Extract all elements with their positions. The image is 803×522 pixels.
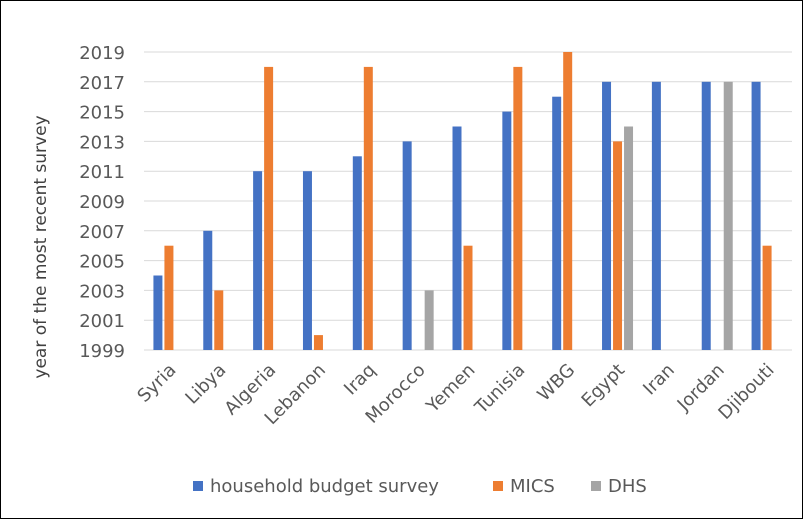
- bar-household-budget-survey-iraq: [352, 156, 362, 350]
- legend-swatch: [591, 481, 601, 491]
- bar-household-budget-survey-jordan: [701, 81, 711, 351]
- bar-household-budget-survey-tunisia: [502, 111, 512, 350]
- x-tick-label: WBG: [533, 360, 579, 406]
- y-tick-label: 2009: [79, 192, 125, 213]
- bar-household-budget-survey-algeria: [253, 171, 263, 350]
- legend-swatch: [193, 481, 203, 491]
- bar-household-budget-survey-yemen: [452, 126, 462, 350]
- gridlines: [144, 51, 792, 351]
- y-tick-label: 2001: [79, 311, 125, 332]
- legend: household budget survey MICS DHS: [193, 476, 647, 497]
- bar-mics-egypt: [613, 141, 623, 350]
- y-tick-label: 2007: [79, 222, 125, 243]
- x-tick-label: Egypt: [577, 360, 629, 412]
- x-tick-label: Iran: [639, 360, 679, 400]
- x-tick-label: Iraq: [340, 360, 380, 400]
- legend-label: DHS: [608, 476, 647, 497]
- y-tick-label: 2017: [79, 73, 125, 94]
- bar-household-budget-survey-morocco: [402, 141, 412, 350]
- x-tick-label: Djibouti: [714, 360, 778, 424]
- bars: [153, 52, 772, 351]
- y-tick-label: 2019: [79, 43, 125, 64]
- x-tick-label: Yemen: [422, 360, 480, 418]
- y-tick-label: 2015: [79, 103, 125, 124]
- bar-household-budget-survey-libya: [203, 230, 213, 350]
- legend-swatch: [493, 481, 503, 491]
- y-tick-label: 2003: [79, 281, 125, 302]
- bar-dhs-jordan: [723, 81, 733, 351]
- bar-household-budget-survey-lebanon: [302, 171, 312, 350]
- bar-household-budget-survey-syria: [153, 275, 163, 350]
- bar-mics-syria: [164, 245, 174, 350]
- bar-dhs-morocco: [424, 290, 434, 350]
- legend-label: MICS: [510, 476, 555, 497]
- bar-dhs-egypt: [624, 126, 634, 350]
- bar-mics-iraq: [363, 66, 373, 351]
- bar-mics-algeria: [264, 66, 274, 351]
- y-axis-label: year of the most recent survey: [31, 115, 51, 378]
- bar-household-budget-survey-iran: [651, 81, 661, 351]
- y-tick-label: 2013: [79, 132, 125, 153]
- bar-mics-yemen: [463, 245, 473, 350]
- y-tick-labels: 1999 2001 2003 2005 2007 2009 2011 2013 2015 2017…: [79, 43, 125, 362]
- x-tick-label: Tunisia: [470, 360, 529, 419]
- bar-household-budget-survey-djibouti: [751, 81, 761, 351]
- bar-mics-wbg: [563, 52, 573, 350]
- bar-mics-lebanon: [313, 335, 323, 350]
- bar-household-budget-survey-wbg: [552, 96, 562, 350]
- bar-mics-tunisia: [513, 66, 523, 351]
- bar-mics-djibouti: [762, 245, 772, 350]
- legend-label: household budget survey: [210, 476, 439, 497]
- y-tick-label: 2005: [79, 252, 125, 273]
- bar-household-budget-survey-egypt: [602, 81, 612, 351]
- bar-mics-libya: [214, 290, 224, 350]
- y-tick-label: 1999: [79, 341, 125, 362]
- y-tick-label: 2011: [79, 162, 125, 183]
- x-tick-label: Syria: [133, 360, 180, 407]
